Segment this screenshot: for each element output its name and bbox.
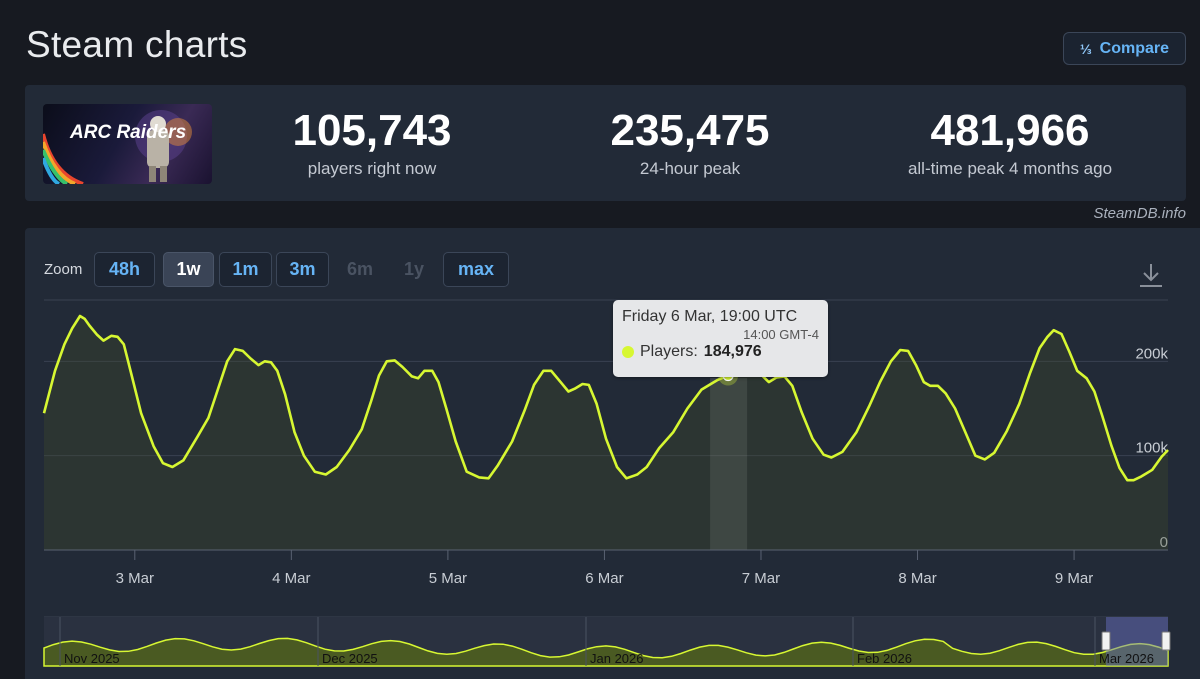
y-tick-label: 100k: [1135, 440, 1168, 457]
current-players-stat: 105,743 players right now: [267, 107, 477, 179]
navigator-label: Nov 2025: [64, 651, 120, 666]
chart-tooltip: Friday 6 Mar, 19:00 UTC 14:00 GMT-4 Play…: [613, 300, 828, 377]
navigator-series: [43, 637, 1169, 667]
download-icon[interactable]: [1138, 262, 1164, 288]
all-time-peak-value: 481,966: [930, 106, 1090, 155]
all-time-peak-label: all-time peak 4 months ago: [907, 159, 1113, 178]
all-time-peak-stat: 481,966 all-time peak 4 months ago: [880, 107, 1140, 179]
fraction-icon: ⅓: [1079, 40, 1092, 57]
navigator-handle-left: [1101, 631, 1111, 651]
compare-button[interactable]: ⅓ Compare: [1063, 32, 1186, 65]
tooltip-value-row: Players: 184,976: [622, 343, 819, 361]
tooltip-series-label: Players:: [640, 343, 698, 360]
zoom-button-48h[interactable]: 48h: [94, 252, 155, 287]
x-tick-label: 7 Mar: [742, 570, 780, 587]
stats-panel: ARC Raiders 105,743 players right now 23…: [25, 85, 1186, 201]
x-tick-label: 8 Mar: [898, 570, 936, 587]
x-tick-label: 9 Mar: [1055, 570, 1093, 587]
x-tick-label: 4 Mar: [272, 570, 310, 587]
y-tick-label: 200k: [1135, 345, 1168, 362]
zoom-button-1m[interactable]: 1m: [219, 252, 272, 287]
zoom-button-max[interactable]: max: [443, 252, 509, 287]
navigator-selection: [1106, 617, 1168, 666]
current-players-label: players right now: [307, 159, 437, 178]
zoom-button-6m: 6m: [346, 259, 373, 279]
page-title: Steam charts: [26, 24, 248, 65]
zoom-label: Zoom: [44, 261, 83, 278]
x-tick-label: 5 Mar: [429, 570, 467, 587]
y-tick-label: 0: [1160, 534, 1168, 551]
tooltip-local-time: 14:00 GMT-4: [743, 327, 819, 342]
peak-24h-value: 235,475: [610, 106, 770, 155]
peak-24h-label: 24-hour peak: [639, 159, 741, 178]
tooltip-value: 184,976: [703, 343, 762, 360]
game-capsule-image[interactable]: ARC Raiders: [43, 104, 212, 184]
zoom-button-1y: 1y: [403, 259, 425, 279]
compare-label: Compare: [1099, 39, 1170, 57]
game-capsule-art: ARC Raiders: [43, 110, 192, 184]
tooltip-date: Friday 6 Mar, 19:00 UTC: [622, 308, 798, 325]
series-marker-icon: [622, 346, 634, 358]
series-line-players: [42, 314, 1169, 482]
hover-band: [710, 378, 748, 550]
x-tick-label: 3 Mar: [116, 570, 154, 587]
source-credit[interactable]: SteamDB.info: [1093, 205, 1186, 222]
navigator-handle-right: [1161, 631, 1171, 651]
capsule-text-1: ARC Raiders: [69, 122, 186, 143]
navigator-label: Feb 2026: [857, 651, 912, 666]
current-players-value: 105,743: [292, 106, 452, 155]
navigator-label: Mar 2026: [1099, 651, 1154, 666]
navigator-label: Dec 2025: [322, 651, 378, 666]
navigator-label: Jan 2026: [590, 651, 644, 666]
zoom-button-1w[interactable]: 1w: [163, 252, 214, 287]
series-area: [44, 316, 1168, 550]
zoom-button-3m[interactable]: 3m: [276, 252, 329, 287]
x-tick-label: 6 Mar: [585, 570, 623, 587]
peak-24h-stat: 235,475 24-hour peak: [585, 107, 795, 179]
